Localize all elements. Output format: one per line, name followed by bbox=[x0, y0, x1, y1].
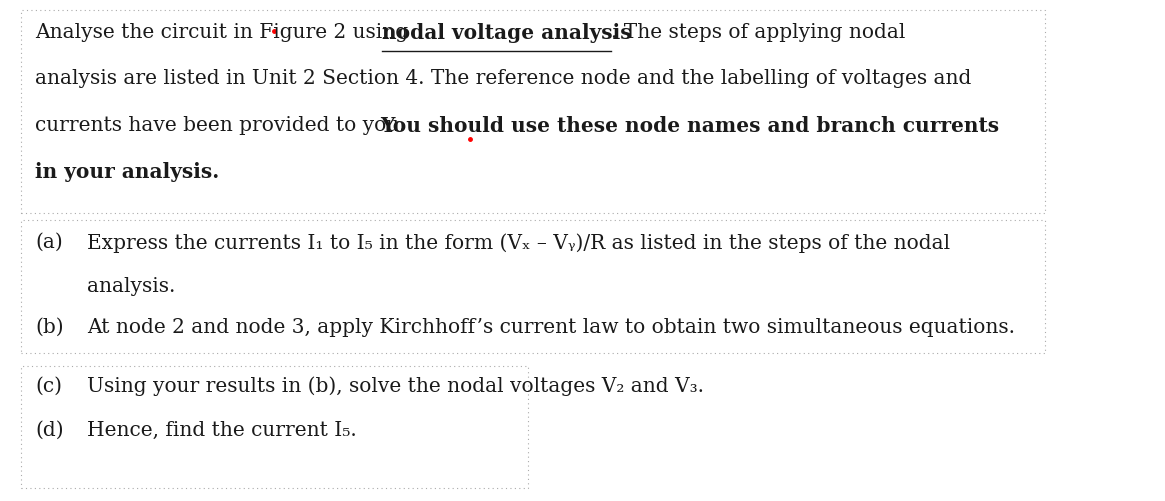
Text: analysis are listed in Unit 2 Section 4. The reference node and the labelling of: analysis are listed in Unit 2 Section 4.… bbox=[35, 69, 972, 88]
Text: Hence, find the current I₅.: Hence, find the current I₅. bbox=[87, 421, 358, 440]
Text: Using your results in (b), solve the nodal voltages V₂ and V₃.: Using your results in (b), solve the nod… bbox=[87, 377, 705, 396]
Text: Express the currents I₁ to I₅ in the form (Vₓ – Vᵧ)/R as listed in the steps of : Express the currents I₁ to I₅ in the for… bbox=[87, 233, 951, 253]
Text: (b): (b) bbox=[35, 318, 64, 337]
Text: (d): (d) bbox=[35, 421, 64, 440]
Text: Analyse the circuit in Figure 2 using: Analyse the circuit in Figure 2 using bbox=[35, 23, 415, 42]
Text: You should use these node names and branch currents: You should use these node names and bran… bbox=[380, 116, 1000, 136]
Text: (a): (a) bbox=[35, 233, 63, 252]
Text: analysis.: analysis. bbox=[87, 277, 176, 296]
Text: in your analysis.: in your analysis. bbox=[35, 162, 219, 182]
Text: currents have been provided to you.: currents have been provided to you. bbox=[35, 116, 412, 135]
Text: (c): (c) bbox=[35, 377, 62, 396]
Text: At node 2 and node 3, apply Kirchhoff’s current law to obtain two simultaneous e: At node 2 and node 3, apply Kirchhoff’s … bbox=[87, 318, 1016, 337]
Text: . The steps of applying nodal: . The steps of applying nodal bbox=[610, 23, 905, 42]
Text: nodal voltage analysis: nodal voltage analysis bbox=[382, 23, 631, 43]
